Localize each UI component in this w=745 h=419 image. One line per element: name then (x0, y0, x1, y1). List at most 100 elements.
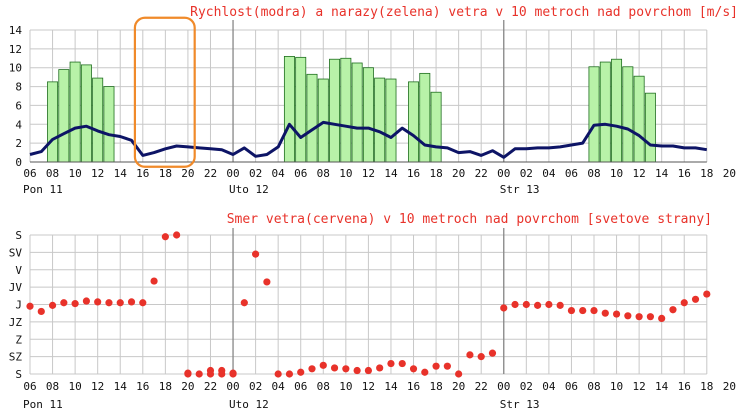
x-tick-label: 18 (429, 167, 442, 180)
day-label: Uto 12 (229, 183, 269, 196)
direction-point (579, 306, 587, 315)
gust-bar (385, 78, 397, 163)
direction-point (308, 365, 316, 373)
y-category-label: J (15, 299, 22, 312)
x-tick-label: 10 (339, 167, 352, 180)
x-tick-label: 04 (542, 380, 556, 393)
x-tick-label: 18 (700, 380, 713, 393)
x-tick-label: 14 (655, 167, 669, 180)
x-tick-label: 10 (68, 167, 81, 180)
x-tick-label: 06 (294, 167, 307, 180)
y-category-label: SV (9, 246, 23, 259)
gust-bar (622, 66, 634, 163)
day-label: Uto 12 (229, 398, 269, 411)
x-tick-label: 10 (339, 380, 352, 393)
direction-point (116, 299, 124, 307)
x-tick-label: 08 (317, 380, 330, 393)
direction-point (624, 312, 632, 320)
x-tick-label: 00 (497, 167, 510, 180)
x-tick-label: 04 (272, 167, 286, 180)
gust-bar (419, 72, 431, 163)
y-category-label: JV (9, 281, 23, 294)
x-tick-label: 14 (384, 167, 398, 180)
x-tick-label: 18 (159, 380, 172, 393)
direction-point (139, 299, 147, 307)
x-tick-label: 20 (452, 167, 465, 180)
direction-point (534, 301, 542, 309)
x-tick-label: 16 (136, 380, 149, 393)
wind-speed-chart: Rychlost(modra) a narazy(zelena) vetra v… (9, 5, 738, 196)
direction-point (466, 351, 474, 359)
x-tick-label: 08 (587, 167, 600, 180)
x-tick-label: 12 (91, 380, 104, 393)
x-tick-label: 12 (632, 380, 645, 393)
x-tick-label: 06 (565, 167, 578, 180)
direction-point (703, 290, 711, 298)
direction-point (82, 297, 90, 305)
x-tick-label: 22 (475, 167, 488, 180)
x-tick-label: 18 (159, 167, 172, 180)
wind-direction-chart: Smer vetra(cervena) v 10 metroch nad pov… (9, 212, 736, 411)
direction-point (443, 362, 451, 370)
direction-point (274, 370, 282, 378)
x-tick-label: 20 (723, 167, 736, 180)
x-tick-label: 16 (407, 380, 420, 393)
gust-bar (306, 73, 318, 163)
x-tick-label: 02 (249, 167, 262, 180)
x-tick-label: 14 (384, 380, 398, 393)
direction-point (691, 295, 700, 303)
x-tick-label: 22 (204, 167, 217, 180)
wind-speed-chart-title: Rychlost(modra) a narazy(zelena) vetra v… (190, 5, 738, 20)
direction-point (48, 301, 57, 309)
direction-point (37, 307, 45, 316)
x-tick-label: 06 (294, 380, 307, 393)
x-tick-label: 18 (700, 167, 713, 180)
direction-point (60, 299, 68, 307)
x-tick-label: 02 (520, 167, 533, 180)
direction-point (94, 298, 102, 306)
x-tick-label: 16 (407, 167, 420, 180)
direction-point (364, 366, 372, 375)
x-tick-label: 06 (23, 380, 36, 393)
gust-bar (295, 56, 307, 163)
y-category-label: S (15, 229, 22, 242)
x-tick-label: 08 (587, 380, 600, 393)
direction-point (511, 300, 519, 309)
y-tick-label: 14 (9, 24, 23, 37)
gust-bar (351, 62, 363, 163)
x-tick-label: 12 (362, 380, 375, 393)
direction-point (387, 359, 395, 368)
x-tick-label: 08 (46, 380, 59, 393)
x-tick-label: 20 (452, 380, 465, 393)
x-tick-label: 08 (317, 167, 330, 180)
y-tick-label: 8 (15, 81, 22, 94)
direction-point (263, 278, 271, 286)
x-tick-label: 20 (181, 167, 194, 180)
gust-bar (58, 69, 70, 163)
day-label: Str 13 (500, 183, 540, 196)
direction-point (353, 366, 361, 375)
y-tick-label: 0 (15, 156, 22, 169)
y-tick-label: 12 (9, 43, 22, 56)
x-tick-label: 10 (610, 167, 623, 180)
x-tick-label: 10 (610, 380, 623, 393)
gust-bar (340, 57, 352, 163)
direction-point (421, 368, 429, 376)
x-tick-label: 20 (181, 380, 194, 393)
direction-point (669, 306, 677, 314)
x-tick-label: 02 (520, 380, 533, 393)
direction-point (173, 231, 181, 239)
direction-point (477, 353, 485, 361)
direction-point (488, 349, 497, 357)
y-category-label: Z (15, 333, 22, 346)
highlight-box (133, 16, 196, 168)
direction-point (545, 300, 553, 309)
gust-bar (408, 81, 419, 163)
x-tick-label: 02 (249, 380, 262, 393)
wind-direction-chart-title: Smer vetra(cervena) v 10 metroch nad pov… (227, 212, 712, 227)
direction-point (658, 314, 666, 322)
direction-point (567, 306, 576, 315)
direction-point (330, 364, 339, 372)
